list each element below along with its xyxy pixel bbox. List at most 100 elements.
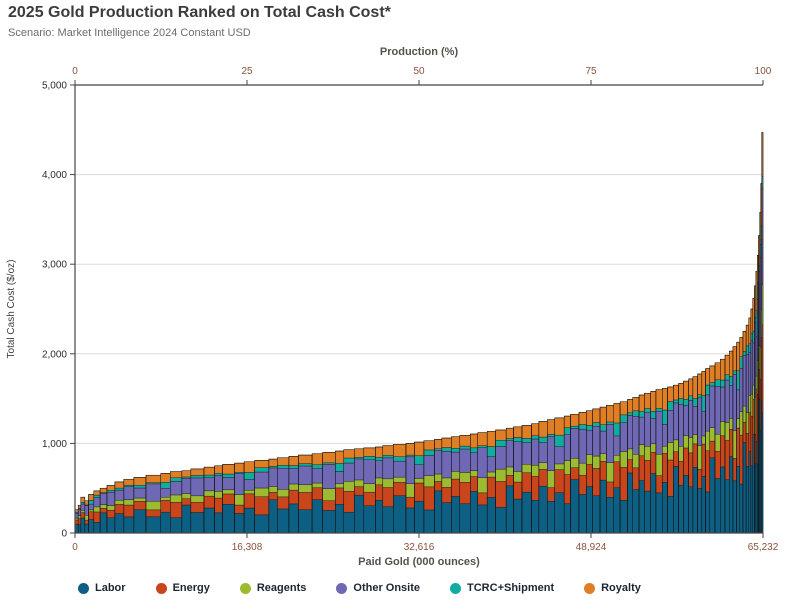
cost-segment-tcrc-shipment[interactable]	[586, 425, 593, 431]
cost-segment-other-onsite[interactable]	[570, 428, 580, 459]
cost-segment-other-onsite[interactable]	[311, 468, 323, 484]
cost-segment-energy[interactable]	[613, 461, 621, 488]
cost-segment-reagents[interactable]	[486, 471, 496, 478]
cost-segment-other-onsite[interactable]	[322, 464, 336, 489]
cost-segment-energy[interactable]	[667, 459, 674, 497]
cost-segment-labor[interactable]	[84, 523, 89, 534]
cost-segment-other-onsite[interactable]	[423, 455, 435, 476]
cost-segment-energy[interactable]	[650, 452, 657, 474]
cost-segment-labor[interactable]	[423, 509, 435, 534]
cost-segment-other-onsite[interactable]	[714, 386, 721, 435]
cost-segment-tcrc-shipment[interactable]	[311, 464, 323, 469]
cost-segment-royalty[interactable]	[650, 391, 657, 412]
cost-segment-energy[interactable]	[243, 493, 255, 509]
cost-segment-other-onsite[interactable]	[578, 429, 587, 464]
cost-segment-labor[interactable]	[277, 508, 290, 534]
cost-segment-other-onsite[interactable]	[268, 467, 278, 487]
cost-segment-energy[interactable]	[531, 475, 540, 501]
cost-segment-other-onsite[interactable]	[434, 450, 443, 475]
cost-segment-other-onsite[interactable]	[393, 460, 407, 478]
cost-segment-tcrc-shipment[interactable]	[688, 395, 694, 401]
cost-segment-tcrc-shipment[interactable]	[705, 384, 710, 396]
cost-segment-tcrc-shipment[interactable]	[606, 421, 614, 425]
cost-segment-tcrc-shipment[interactable]	[335, 463, 344, 472]
cost-segment-tcrc-shipment[interactable]	[554, 434, 565, 447]
cost-segment-energy[interactable]	[732, 458, 737, 482]
cost-segment-royalty[interactable]	[93, 490, 101, 496]
mine-bar[interactable]	[441, 437, 452, 534]
cost-segment-energy[interactable]	[160, 500, 171, 513]
mine-bar[interactable]	[375, 446, 384, 534]
mine-bar[interactable]	[728, 350, 734, 534]
cost-segment-reagents[interactable]	[599, 453, 607, 462]
mine-bar[interactable]	[405, 443, 415, 534]
cost-segment-energy[interactable]	[505, 475, 514, 487]
cost-segment-royalty[interactable]	[570, 414, 580, 427]
cost-segment-other-onsite[interactable]	[243, 479, 255, 491]
cost-segment-labor[interactable]	[667, 496, 674, 534]
cost-segment-royalty[interactable]	[160, 473, 171, 483]
cost-segment-reagents[interactable]	[277, 489, 290, 498]
cost-segment-other-onsite[interactable]	[335, 471, 344, 485]
cost-segment-energy[interactable]	[268, 492, 278, 500]
cost-segment-other-onsite[interactable]	[486, 456, 496, 473]
mine-bar[interactable]	[477, 432, 488, 534]
cost-segment-royalty[interactable]	[354, 448, 364, 458]
cost-segment-energy[interactable]	[423, 486, 435, 511]
cost-segment-tcrc-shipment[interactable]	[190, 475, 205, 479]
cost-segment-labor[interactable]	[732, 480, 737, 534]
cost-segment-energy[interactable]	[655, 475, 663, 494]
cost-segment-royalty[interactable]	[451, 436, 460, 449]
cost-segment-labor[interactable]	[298, 509, 313, 534]
cost-segment-energy[interactable]	[644, 460, 651, 492]
cost-segment-other-onsite[interactable]	[254, 471, 270, 489]
cost-segment-royalty[interactable]	[644, 393, 651, 409]
cost-segment-royalty[interactable]	[709, 365, 716, 383]
cost-segment-other-onsite[interactable]	[752, 342, 755, 386]
mine-bar[interactable]	[123, 478, 135, 534]
cost-segment-labor[interactable]	[720, 466, 726, 534]
cost-segment-energy[interactable]	[99, 508, 108, 514]
mine-bar[interactable]	[688, 378, 694, 534]
cost-segment-reagents[interactable]	[655, 453, 663, 476]
cost-segment-reagents[interactable]	[638, 444, 645, 456]
cost-segment-labor[interactable]	[470, 491, 478, 534]
mine-bar[interactable]	[254, 460, 270, 534]
cost-segment-labor[interactable]	[745, 466, 749, 534]
cost-segment-reagents[interactable]	[145, 501, 161, 511]
cost-segment-labor[interactable]	[673, 466, 679, 534]
mine-bar[interactable]	[243, 461, 255, 534]
cost-segment-energy[interactable]	[470, 476, 478, 492]
cost-segment-other-onsite[interactable]	[531, 438, 540, 466]
cost-segment-tcrc-shipment[interactable]	[393, 456, 407, 462]
mine-bar[interactable]	[752, 297, 755, 534]
mine-bar[interactable]	[203, 466, 215, 534]
cost-segment-tcrc-shipment[interactable]	[414, 455, 425, 465]
mine-bar[interactable]	[531, 423, 540, 534]
cost-segment-labor[interactable]	[592, 495, 601, 534]
cost-segment-royalty[interactable]	[181, 470, 192, 478]
cost-segment-other-onsite[interactable]	[277, 468, 290, 490]
cost-segment-energy[interactable]	[521, 472, 532, 493]
cost-segment-royalty[interactable]	[311, 453, 323, 466]
cost-segment-energy[interactable]	[222, 493, 235, 505]
cost-segment-royalty[interactable]	[586, 410, 593, 426]
cost-segment-other-onsite[interactable]	[688, 400, 694, 438]
cost-segment-royalty[interactable]	[667, 386, 674, 402]
mine-bar[interactable]	[563, 415, 571, 534]
cost-segment-royalty[interactable]	[335, 450, 344, 464]
cost-segment-royalty[interactable]	[375, 446, 383, 458]
mine-bar[interactable]	[77, 504, 82, 534]
legend-item-energy[interactable]: Energy	[155, 582, 210, 594]
cost-segment-royalty[interactable]	[268, 458, 278, 467]
cost-segment-energy[interactable]	[705, 450, 710, 493]
mine-bar[interactable]	[505, 427, 514, 534]
cost-segment-labor[interactable]	[709, 457, 716, 534]
cost-segment-energy[interactable]	[688, 452, 694, 487]
cost-segment-labor[interactable]	[644, 490, 651, 534]
cost-segment-reagents[interactable]	[470, 470, 478, 477]
cost-segment-labor[interactable]	[203, 507, 215, 534]
cost-segment-labor[interactable]	[655, 492, 663, 534]
cost-segment-other-onsite[interactable]	[563, 434, 571, 461]
cost-segment-labor[interactable]	[441, 502, 452, 534]
